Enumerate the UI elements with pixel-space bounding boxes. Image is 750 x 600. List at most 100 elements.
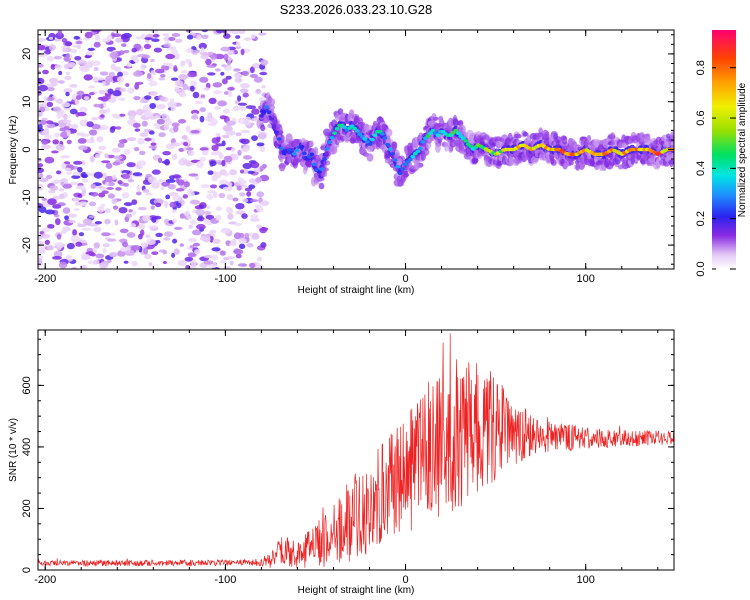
- noise-speckle: [88, 215, 95, 219]
- noise-speckle: [135, 165, 143, 170]
- ridge-halo: [438, 115, 444, 126]
- ridge-halo: [318, 182, 325, 190]
- noise-speckle: [200, 47, 205, 53]
- noise-speckle: [170, 142, 181, 147]
- noise-speckle: [98, 89, 106, 95]
- noise-speckle: [253, 76, 263, 83]
- noise-speckle: [81, 189, 86, 197]
- noise-speckle: [142, 54, 150, 59]
- ridge-peak: [279, 146, 284, 151]
- noise-speckle: [90, 183, 96, 189]
- ridge-halo: [571, 141, 578, 147]
- noise-speckle: [139, 132, 149, 137]
- noise-speckle: [140, 63, 146, 71]
- noise-speckle: [57, 30, 62, 37]
- noise-speckle: [132, 122, 141, 128]
- noise-speckle: [104, 153, 109, 158]
- noise-speckle: [187, 252, 197, 258]
- noise-speckle: [214, 53, 225, 60]
- noise-speckle: [83, 62, 94, 69]
- ridge-peak: [382, 136, 388, 140]
- noise-speckle: [188, 173, 199, 177]
- ridge-peak: [380, 132, 385, 136]
- noise-speckle: [201, 233, 206, 237]
- noise-speckle: [222, 124, 233, 132]
- noise-speckle: [226, 60, 232, 66]
- noise-speckle: [56, 170, 62, 175]
- noise-speckle: [72, 229, 78, 236]
- noise-speckle: [173, 226, 183, 230]
- noise-speckle: [160, 74, 166, 78]
- noise-speckle: [170, 49, 178, 55]
- noise-speckle: [126, 232, 136, 238]
- snr-marks: [38, 333, 674, 568]
- noise-speckle: [65, 71, 71, 76]
- noise-speckle: [97, 206, 105, 213]
- y-tick-label: -10: [21, 189, 33, 205]
- noise-speckle: [250, 214, 259, 220]
- ridge-halo: [536, 132, 544, 143]
- noise-speckle: [67, 213, 78, 218]
- noise-speckle: [77, 223, 87, 228]
- noise-speckle: [180, 60, 186, 67]
- noise-speckle: [192, 242, 200, 247]
- ridge-halo: [609, 132, 616, 141]
- noise-speckle: [95, 154, 101, 158]
- noise-speckle: [238, 243, 246, 250]
- snr-x-ticks: -200 -100 0 100: [34, 330, 659, 586]
- noise-speckle: [108, 97, 117, 103]
- noise-speckle: [119, 87, 127, 93]
- noise-speckle: [71, 123, 79, 130]
- noise-speckle: [155, 232, 163, 238]
- noise-speckle: [237, 149, 242, 156]
- noise-speckle: [183, 141, 189, 147]
- noise-speckle: [222, 186, 232, 191]
- noise-speckle: [105, 75, 113, 83]
- noise-speckle: [88, 85, 95, 89]
- noise-speckle: [209, 229, 217, 234]
- noise-speckle: [123, 49, 130, 54]
- noise-speckle: [211, 174, 218, 182]
- ridge-peak: [271, 123, 277, 128]
- noise-speckle: [212, 82, 223, 88]
- ridge-halo: [435, 143, 441, 153]
- noise-speckle: [214, 68, 221, 72]
- noise-speckle: [186, 30, 192, 33]
- noise-speckle: [60, 181, 65, 186]
- noise-speckle: [46, 55, 55, 62]
- noise-speckle: [55, 144, 65, 151]
- ridge-halo: [305, 160, 314, 168]
- noise-speckle: [121, 173, 130, 180]
- ridge-peak: [387, 147, 393, 151]
- ridge-peak: [291, 152, 297, 156]
- noise-speckle: [256, 256, 263, 262]
- noise-speckle: [225, 120, 236, 126]
- noise-speckle: [220, 71, 225, 76]
- noise-speckle: [78, 145, 88, 151]
- noise-speckle: [141, 109, 147, 113]
- noise-speckle: [164, 200, 169, 208]
- noise-speckle: [144, 37, 153, 41]
- noise-speckle: [94, 221, 102, 225]
- noise-speckle: [209, 160, 217, 167]
- noise-speckle: [176, 202, 182, 209]
- noise-speckle: [102, 243, 111, 248]
- noise-speckle: [237, 102, 248, 106]
- ridge-halo: [396, 158, 403, 166]
- y-tick-label: 400: [21, 438, 33, 456]
- noise-speckle: [205, 205, 211, 209]
- noise-speckle: [200, 54, 209, 60]
- noise-speckle: [38, 235, 43, 240]
- noise-speckle: [69, 108, 78, 115]
- noise-speckle: [83, 74, 93, 81]
- noise-speckle: [186, 216, 193, 220]
- noise-speckle: [140, 242, 149, 248]
- noise-speckle: [157, 157, 163, 163]
- noise-speckle: [131, 260, 138, 267]
- noise-speckle: [179, 243, 185, 247]
- noise-speckle: [144, 95, 152, 100]
- noise-speckle: [62, 183, 73, 189]
- noise-speckle: [237, 263, 247, 267]
- noise-speckle: [190, 109, 200, 115]
- noise-speckle: [142, 189, 150, 193]
